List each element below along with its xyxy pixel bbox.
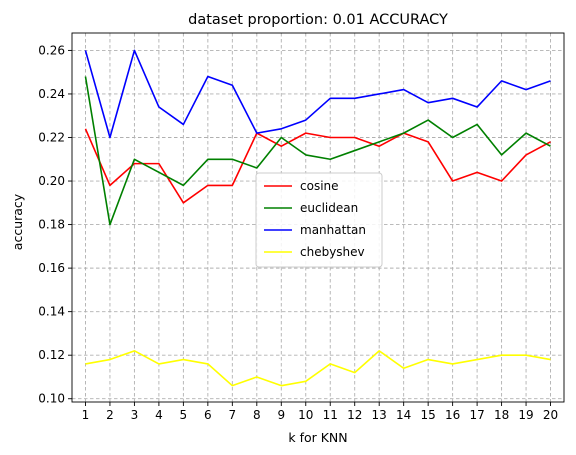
legend-entry-cosine: cosine (300, 179, 339, 193)
series-lines (84, 49, 551, 387)
x-tick-label: 3 (131, 408, 139, 422)
y-tick-label: 0.26 (38, 43, 65, 57)
x-tick-label: 12 (347, 408, 362, 422)
x-axis-label: k for KNN (288, 430, 347, 445)
x-tick-label: 2 (106, 408, 114, 422)
legend-entry-manhattan: manhattan (300, 223, 366, 237)
plot-frame (71, 32, 565, 403)
legend-entry-chebyshev: chebyshev (300, 245, 365, 259)
series-line-euclidean (84, 76, 551, 226)
x-tick-label: 18 (494, 408, 509, 422)
x-tick-label: 7 (229, 408, 237, 422)
series-line-chebyshev (85, 350, 551, 387)
x-tick-label: 10 (298, 408, 313, 422)
x-tick-label: 9 (277, 408, 285, 422)
y-axis-label: accuracy (10, 193, 25, 250)
x-tick-label: 17 (469, 408, 484, 422)
y-tick-label: 0.20 (38, 174, 65, 188)
x-tick-label: 8 (253, 408, 261, 422)
series-line-cosine (84, 128, 551, 204)
x-tick-label: 11 (323, 408, 338, 422)
chart-title: dataset proportion: 0.01 ACCURACY (188, 12, 448, 28)
x-tick-label: 6 (204, 408, 212, 422)
y-tick-label: 0.16 (38, 261, 65, 275)
x-tick-label: 16 (445, 408, 460, 422)
legend-entry-euclidean: euclidean (300, 201, 358, 215)
x-tick-label: 4 (155, 408, 163, 422)
y-tick-label: 0.18 (38, 218, 65, 232)
x-axis: 1 2 3 4 5 6 7 8 9 10 11 12 13 14 15 16 17 18 19 20 (82, 402, 558, 422)
y-tick-label: 0.22 (38, 130, 65, 144)
x-tick-label: 14 (396, 408, 411, 422)
y-tick-label: 0.10 (38, 392, 65, 406)
x-tick-label: 20 (543, 408, 558, 422)
y-tick-label: 0.12 (38, 348, 65, 362)
y-tick-label: 0.14 (38, 305, 65, 319)
y-axis: 0.10 0.12 0.14 0.16 0.18 0.20 0.22 0.24 0.26 (38, 43, 72, 406)
legend: cosine euclidean manhattan chebyshev (255, 172, 383, 268)
x-tick-label: 15 (421, 408, 436, 422)
x-tick-label: 1 (82, 408, 90, 422)
grid (72, 33, 564, 402)
x-tick-label: 19 (518, 408, 533, 422)
series-line-manhattan (84, 49, 551, 139)
y-tick-label: 0.24 (38, 87, 65, 101)
x-tick-label: 5 (180, 408, 188, 422)
legend-box (255, 172, 383, 268)
x-tick-label: 13 (372, 408, 387, 422)
